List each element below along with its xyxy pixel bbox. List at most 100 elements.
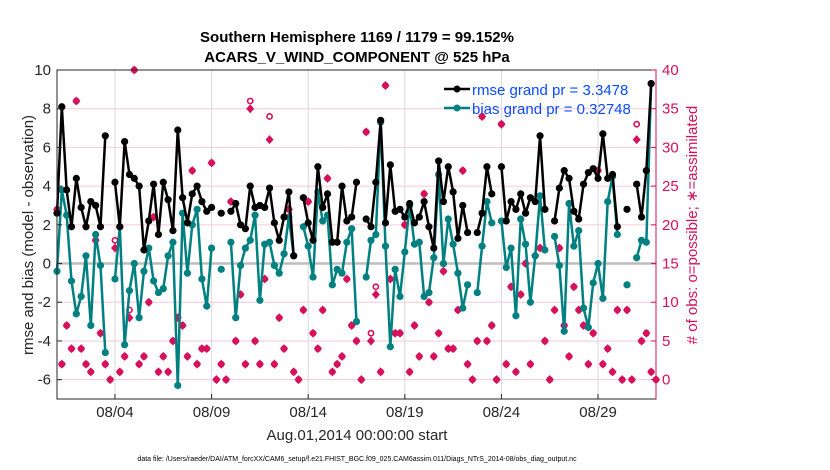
y-right-tick-label: 10 (662, 294, 679, 311)
obs-asterisk-marker (623, 305, 632, 315)
bias-point (251, 211, 259, 219)
rmse-point (579, 180, 588, 188)
bias-point (159, 285, 167, 293)
bias-point (372, 230, 380, 239)
bias-point (304, 242, 312, 250)
rmse-point (560, 167, 568, 175)
obs-asterisk-marker (497, 119, 506, 129)
obs-asterisk-marker (410, 320, 419, 330)
obs-asterisk-marker (309, 328, 318, 338)
bias-point (512, 312, 520, 320)
obs-asterisk-marker (246, 104, 255, 114)
obs-assimilated-point (632, 135, 641, 145)
bias-point (430, 254, 438, 262)
obs-asterisk-marker (62, 320, 71, 330)
rmse-point (343, 217, 351, 225)
rmse-point (275, 236, 283, 244)
bias-point (217, 265, 225, 273)
rmse-point (333, 238, 341, 246)
rmse-point (207, 203, 216, 212)
rmse-point (536, 132, 544, 140)
chart-title-line-1: Southern Hemisphere 1169 / 1179 = 99.152… (200, 29, 514, 46)
obs-asterisk-marker (318, 305, 327, 315)
y-axis-label: rmse and bias (model - observation) (20, 115, 37, 355)
bias-line (500, 194, 547, 318)
rmse-point (531, 198, 539, 206)
obs-assimilated-point (197, 344, 206, 354)
obs-assimilated-point (618, 375, 627, 385)
y-right-tick-label: 20 (662, 217, 679, 234)
bias-point (579, 304, 588, 312)
obs-asterisk-marker (144, 297, 153, 307)
rmse-point (594, 174, 602, 182)
obs-asterisk-marker (168, 336, 177, 346)
obs-assimilated-point (637, 336, 646, 346)
x-tick-label: 08/24 (483, 404, 521, 421)
y-tick-label: -6 (38, 372, 51, 389)
bias-point (193, 205, 201, 213)
rmse-point (521, 209, 530, 217)
obs-assimilated-point (328, 367, 337, 377)
rmse-point (203, 207, 211, 215)
bias-point (183, 269, 192, 277)
obs-assimilated-point (463, 359, 472, 369)
obs-asterisk-marker (57, 359, 66, 369)
obs-assimilated-point (62, 320, 71, 330)
obs-asterisk-marker (362, 127, 371, 137)
rmse-point (145, 217, 153, 225)
rmse-point (589, 165, 597, 173)
rmse-point (188, 190, 196, 198)
bias-point (174, 381, 182, 390)
bias-point (236, 261, 245, 270)
bias-point (101, 348, 109, 357)
bias-point (589, 279, 597, 287)
rmse-point (410, 219, 419, 227)
rmse-point (299, 194, 307, 202)
obs-assimilated-point (584, 359, 593, 369)
rmse-point (352, 178, 361, 186)
obs-asterisk-marker (106, 375, 115, 385)
rmse-point (174, 126, 182, 134)
obs-assimilated-point (362, 127, 371, 137)
bias-point (63, 211, 71, 219)
obs-assimilated-point (275, 313, 284, 323)
rmse-point (604, 174, 612, 182)
bias-point (473, 288, 481, 297)
obs-assimilated-point (623, 305, 632, 315)
bias-point (348, 225, 356, 233)
bias-point (265, 238, 274, 246)
rmse-point (507, 198, 515, 206)
obs-asterisk-marker (197, 344, 206, 354)
x-axis-label: Aug.01,2014 00:00:00 start (267, 427, 449, 444)
obs-asterisk-marker (255, 359, 264, 369)
obs-asterisk-marker (323, 173, 332, 183)
rmse-point (140, 246, 148, 254)
rmse-point (236, 221, 245, 229)
obs-asterisk-marker (342, 274, 351, 284)
rmse-point (232, 199, 240, 208)
y-right-tick-label: 25 (662, 178, 679, 195)
obs-assimilated-point (241, 359, 250, 369)
y-tick-label: 8 (43, 101, 51, 118)
obs-asterisk-marker (328, 367, 337, 377)
obs-asterisk-marker (338, 351, 347, 361)
bias-point (439, 259, 448, 268)
obs-assimilated-point (207, 158, 216, 168)
obs-assimilated-point (188, 166, 197, 176)
x-tick-label: 08/09 (193, 404, 231, 421)
obs-asterisk-marker (265, 135, 274, 145)
x-tick-label: 08/29 (579, 404, 617, 421)
obs-assimilated-point (444, 344, 453, 354)
bias-point (464, 281, 472, 289)
rmse-point (512, 205, 520, 213)
obs-asterisk-marker (526, 359, 535, 369)
obs-asterisk-marker (463, 359, 472, 369)
obs-asterisk-marker (81, 359, 90, 369)
obs-asterisk-marker (251, 336, 260, 346)
obs-asterisk-marker (589, 328, 598, 338)
bias-point (594, 259, 602, 268)
obs-assimilated-point (222, 375, 231, 385)
obs-asterisk-marker (391, 328, 400, 338)
bias-point (449, 240, 457, 248)
bias-point (87, 321, 95, 330)
